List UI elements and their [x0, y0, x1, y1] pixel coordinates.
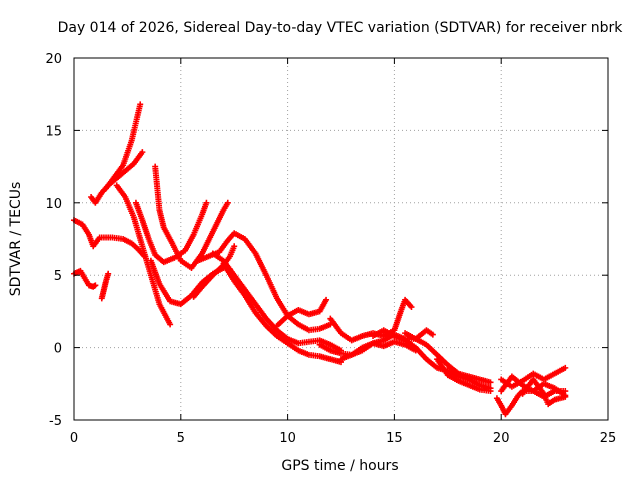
series-s6 — [114, 182, 173, 327]
x-tick-label: 25 — [600, 431, 617, 446]
plot-frame — [74, 58, 608, 420]
axis-ticks — [74, 58, 608, 420]
y-tick-label: 20 — [45, 52, 62, 67]
x-tick-label: 0 — [70, 431, 78, 446]
data-markers — [71, 101, 568, 417]
y-tick-label: -5 — [49, 414, 62, 429]
sdtvar-chart: 0 5 10 15 20 25 -5 0 5 10 15 20 Day 014 of 2026, Si… — [0, 0, 640, 480]
y-tick-label: 5 — [54, 269, 62, 284]
series-s2 — [71, 268, 98, 290]
y-tick-label: 0 — [54, 342, 62, 357]
series-s3 — [99, 271, 111, 302]
x-tick-label: 15 — [386, 431, 403, 446]
y-axis-title: SDTVAR / TECUs — [8, 182, 24, 297]
y-tick-label: 15 — [45, 124, 62, 139]
chart-title: Day 014 of 2026, Sidereal Day-to-day VTE… — [58, 20, 624, 36]
tick-labels: 0 5 10 15 20 25 -5 0 5 10 15 20 — [45, 52, 616, 446]
series-s5 — [103, 101, 143, 191]
x-tick-label: 10 — [279, 431, 296, 446]
x-axis-title: GPS time / hours — [281, 458, 398, 474]
y-tick-label: 10 — [45, 197, 62, 212]
x-tick-label: 20 — [493, 431, 510, 446]
x-tick-label: 5 — [177, 431, 185, 446]
grid-lines — [74, 58, 608, 420]
